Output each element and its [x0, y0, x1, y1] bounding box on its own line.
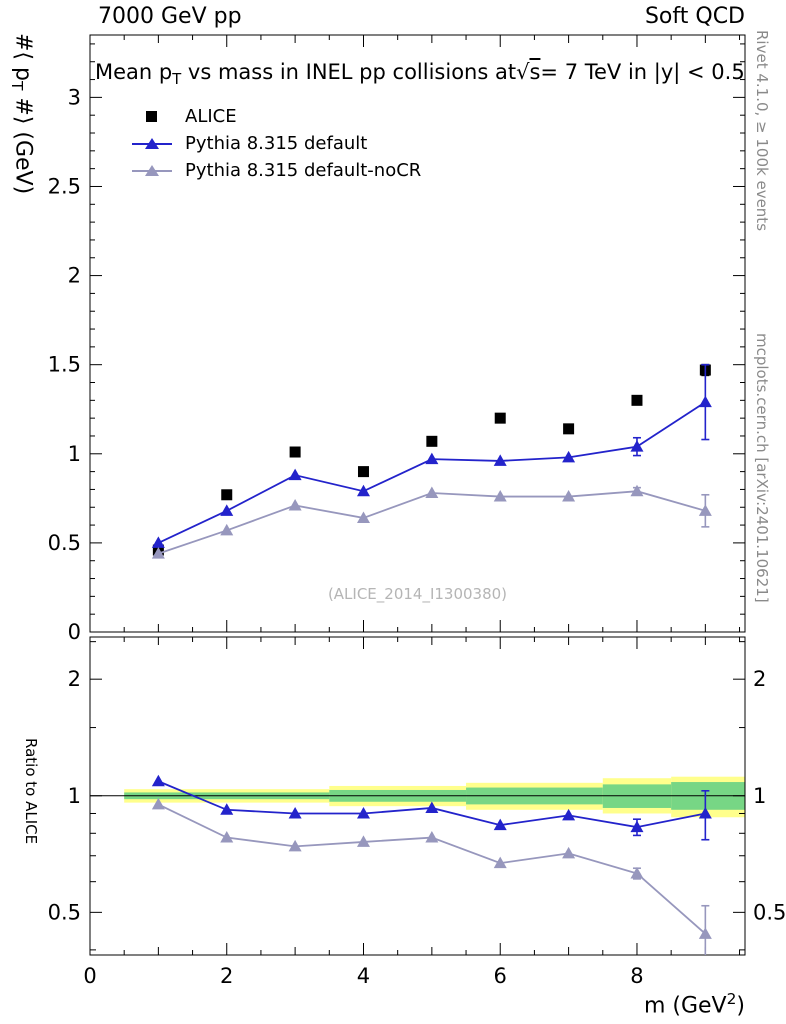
title-subscript: T [172, 71, 182, 89]
svg-text:2: 2 [68, 264, 81, 288]
legend-item-pythia-nocr: Pythia 8.315 default-noCR [132, 157, 421, 184]
ylabel-subscript: T [8, 80, 26, 91]
main-series-pythia-8-315-default-nocr [151, 484, 712, 559]
svg-text:1: 1 [753, 784, 766, 808]
ylabel-post: #⟩ (GeV) [10, 90, 36, 195]
svg-text:2: 2 [753, 667, 766, 691]
svg-text:1: 1 [68, 784, 81, 808]
svg-text:2: 2 [68, 667, 81, 691]
sqrt-s-symbol: s [529, 60, 541, 84]
svg-text:0: 0 [68, 620, 81, 644]
svg-text:1: 1 [68, 442, 81, 466]
svg-text:8: 8 [630, 964, 643, 988]
legend-item-alice: ALICE [132, 103, 421, 130]
legend-item-pythia-default: Pythia 8.315 default [132, 130, 421, 157]
xlabel-pre: m (GeV [643, 993, 727, 1019]
svg-text:4: 4 [357, 964, 370, 988]
pythia-nocr-triangle-marker-icon [132, 163, 172, 178]
legend-label-alice: ALICE [185, 106, 237, 127]
svg-text:2: 2 [220, 964, 233, 988]
analysis-watermark: (ALICE_2014_I1300380) [327, 585, 508, 603]
title-text-post: = 7 TeV in |y| < 0.5 [540, 60, 745, 84]
main-y-axis-title: #⟨ pT #⟩ (GeV) [8, 33, 35, 243]
rivet-version-note: Rivet 4.1.0, ≥ 100k events [753, 30, 771, 232]
svg-text:0: 0 [83, 964, 96, 988]
svg-text:0.5: 0.5 [753, 900, 786, 924]
svg-text:0.5: 0.5 [48, 531, 81, 555]
ratio-series-pythia-8-315-default [151, 774, 712, 841]
svg-text:1.5: 1.5 [48, 353, 81, 377]
axis-ticks [90, 35, 745, 955]
alice-square-marker-icon [132, 109, 172, 124]
process-group-label: Soft QCD [644, 4, 745, 29]
legend-label-pythia-default: Pythia 8.315 default [185, 133, 368, 154]
x-axis-title: m (GeV2) [644, 990, 745, 1018]
xlabel-superscript: 2 [726, 990, 737, 1008]
svg-text:6: 6 [494, 964, 507, 988]
main-series-pythia-8-315-default [151, 363, 712, 548]
xlabel-post: ) [736, 993, 745, 1019]
title-text: Mean p [95, 60, 173, 84]
plot-title: Mean pT vs mass in INEL pp collisions at… [95, 60, 745, 89]
ratio-panel-frame [89, 636, 746, 956]
sqrt-symbol: √ [516, 60, 530, 84]
legend-label-pythia-nocr: Pythia 8.315 default-noCR [185, 160, 422, 181]
beam-energy-label: 7000 GeV pp [98, 4, 242, 29]
svg-text:2.5: 2.5 [48, 174, 81, 198]
pythia-default-triangle-marker-icon [132, 136, 172, 151]
ylabel-pre: #⟨ p [10, 33, 36, 81]
svg-text:0.5: 0.5 [48, 900, 81, 924]
ratio-series-pythia-8-315-default-nocr [151, 797, 712, 955]
ratio-y-axis-title: Ratio to ALICE [22, 738, 40, 845]
main-panel-frame [89, 34, 746, 633]
title-text-mid: vs mass in INEL pp collisions at [181, 60, 517, 84]
svg-text:3: 3 [68, 85, 81, 109]
tick-labels: 0 0.5 1 1.5 2 2.5 3 0.5 0.5 1 1 2 2 0 2 4 6 8 [48, 85, 786, 988]
mcplots-credit-note: mcplots.cern.ch [arXiv:2401.10621] [753, 333, 771, 603]
legend: ALICE Pythia 8.315 default Pythia 8.315 … [132, 103, 421, 184]
